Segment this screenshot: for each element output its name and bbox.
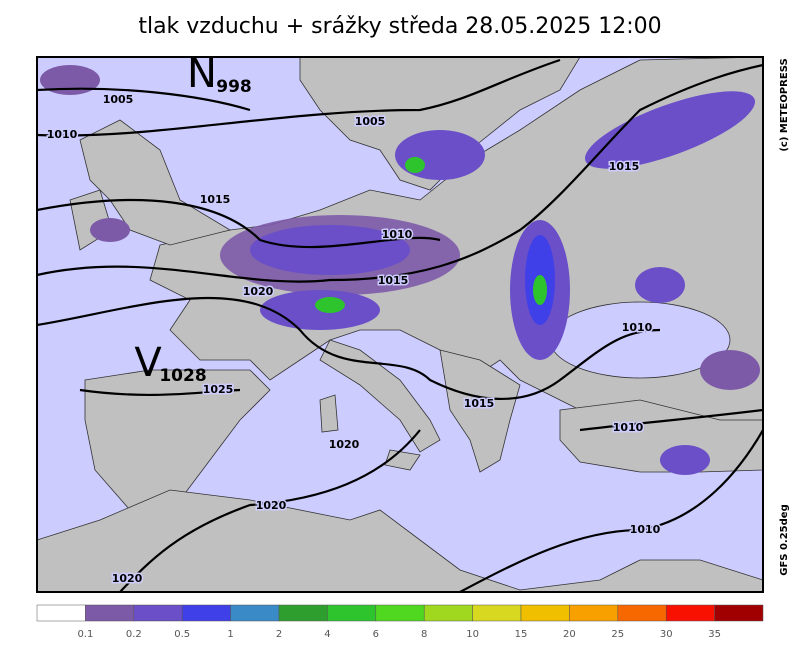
legend-label: 8 [421,629,427,640]
isobar-label: 1020 [243,285,274,298]
isobar-label: 1020 [329,438,360,451]
isobar-label: 1015 [378,274,409,287]
legend-swatch [85,604,135,622]
legend-label: 30 [660,629,673,640]
isobar-label: 1005 [103,93,134,106]
title: tlak vzduchu + srážky středa 28.05.2025 … [138,14,661,39]
map [37,57,763,592]
legend-label: 2 [276,629,282,640]
low-value: 998 [216,77,252,97]
legend-swatch [133,604,183,622]
isobar-label: 1010 [613,421,644,434]
isobar-label: 1015 [464,397,495,410]
isobar-label: 1020 [256,499,287,512]
legend-swatch [665,604,715,622]
low-letter: N [187,51,217,97]
legend-swatch [375,604,425,622]
isobar-label: 1020 [112,572,143,585]
legend-label: 15 [515,629,528,640]
legend-label: 35 [708,629,721,640]
legend-swatch [569,604,619,622]
legend-swatch [230,604,280,622]
isobar-label: 1010 [382,228,413,241]
legend-label: 0.2 [126,629,142,640]
isobar-label: 1015 [609,160,640,173]
legend-label: 1 [227,629,233,640]
legend-label: 20 [563,629,576,640]
isobars [37,58,763,592]
legend-swatch [617,604,667,622]
credit: (c) METEOPRESS [779,58,790,151]
legend-swatch [181,604,231,622]
legend-swatch [714,604,764,622]
legend-swatch [327,604,377,622]
legend-label: 10 [466,629,479,640]
legend-label: 25 [611,629,624,640]
legend-swatch [36,604,86,622]
isobar-label: 1015 [200,193,231,206]
isobar-label: 1025 [203,383,234,396]
model: GFS 0.25deg [779,504,790,576]
legend-label: 0.1 [77,629,93,640]
isobar-label: 1005 [355,115,386,128]
isobar-label: 1010 [622,321,653,334]
legend: 0.1 0.2 0.5 1 2 4 6 8 10 15 20 25 30 35 [36,604,764,640]
map-frame [36,56,764,593]
legend-swatch [520,604,570,622]
legend-swatch [278,604,328,622]
legend-label: 4 [324,629,330,640]
isobar-labels: 1005 1010 1005 1015 1010 1015 1020 1015 1010 1025… [45,92,662,587]
high-letter: V [134,340,162,386]
isobar-label: 1010 [630,523,661,536]
legend-label: 6 [373,629,379,640]
legend-swatch [472,604,522,622]
legend-swatch [423,604,473,622]
isobar-label: 1010 [47,128,78,141]
legend-label: 0.5 [174,629,190,640]
high-value: 1028 [159,366,206,386]
